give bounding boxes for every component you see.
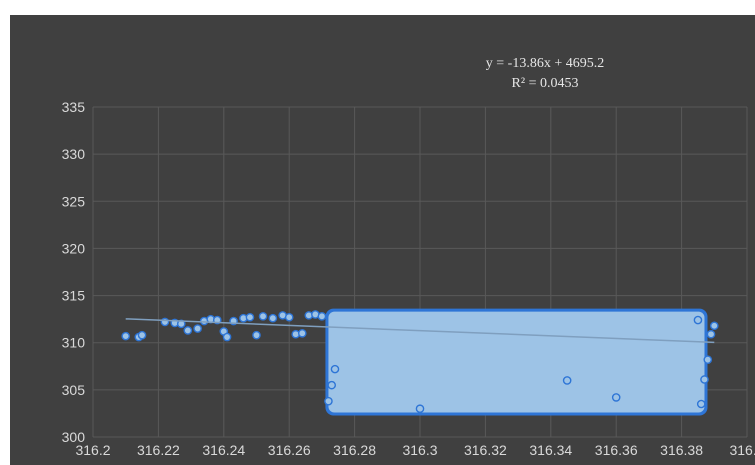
data-point (415, 404, 425, 414)
data-point (330, 364, 340, 374)
trendline-line (125, 318, 715, 344)
data-point (121, 331, 130, 341)
x-tick-label: 316.34 (529, 442, 572, 458)
data-point (317, 312, 327, 321)
data-point (324, 396, 333, 406)
r-squared-label: R² = 0.0453 (512, 76, 579, 91)
data-point (327, 380, 337, 390)
y-tick-label: 310 (62, 335, 86, 351)
data-point (693, 315, 703, 325)
x-tick-label: 316.36 (595, 442, 638, 458)
y-axis-tick-labels: 300 305 310 315 320 325 330 335 (62, 99, 86, 445)
data-point (562, 376, 572, 385)
x-axis-tick-labels: 316.2 316.22 316.24 316.26 316.28 316.3 316.32… (75, 442, 755, 458)
x-tick-label: 316.32 (464, 442, 507, 458)
data-point (245, 312, 255, 322)
data-point (706, 329, 716, 339)
data-point (222, 332, 232, 342)
dense-cloud-fill (328, 311, 705, 413)
x-tick-label: 316.4 (729, 442, 755, 458)
data-point (284, 312, 294, 322)
x-tick-label: 316.22 (137, 442, 180, 458)
chart-area: 300 305 310 315 320 325 330 335 316.2 316.22 316.… (10, 15, 755, 465)
data-point (160, 317, 170, 327)
data-point (252, 330, 261, 340)
data-point (696, 399, 706, 409)
trendline (125, 318, 715, 344)
y-tick-label: 305 (62, 382, 86, 398)
y-tick-label: 325 (62, 193, 86, 209)
y-tick-label: 315 (62, 288, 86, 304)
data-point (700, 375, 709, 384)
dense-point-cloud (325, 308, 708, 416)
x-tick-label: 316.2 (75, 442, 110, 458)
x-tick-label: 316.28 (333, 442, 376, 458)
x-tick-label: 316.24 (202, 442, 245, 458)
x-tick-label: 316.3 (402, 442, 437, 458)
data-point (258, 312, 268, 321)
y-tick-label: 330 (62, 146, 86, 162)
data-point (611, 393, 621, 402)
y-tick-label: 320 (62, 240, 86, 256)
data-point (710, 321, 719, 331)
data-point (297, 328, 307, 338)
y-tick-label: 300 (62, 429, 86, 445)
data-point (268, 313, 278, 323)
data-points (121, 310, 719, 414)
data-point (183, 326, 193, 335)
data-point (703, 355, 713, 364)
x-tick-label: 316.38 (660, 442, 703, 458)
data-point (176, 319, 186, 329)
data-point (137, 330, 147, 340)
y-tick-label: 335 (62, 99, 86, 115)
data-point (193, 324, 202, 333)
trendline-equation: y = -13.86x + 4695.2 (486, 56, 604, 71)
x-tick-label: 316.26 (268, 442, 311, 458)
